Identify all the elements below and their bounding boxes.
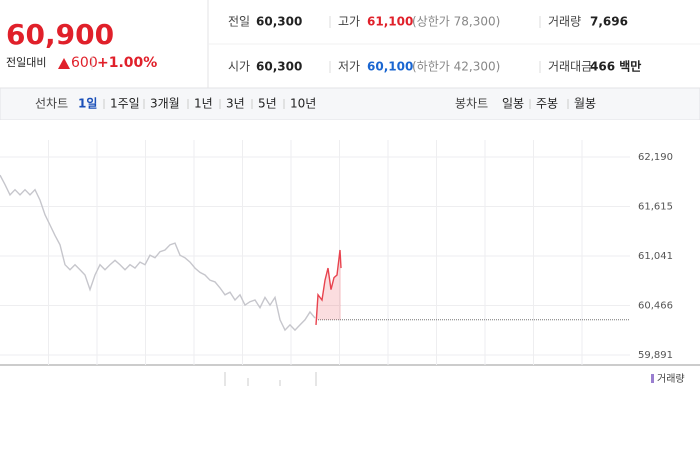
candle-tab[interactable]: 주봉: [536, 97, 558, 111]
legend-swatch: [651, 374, 654, 383]
info-label: 고가: [338, 15, 360, 29]
area: [316, 250, 341, 325]
legend-label: 거래량: [657, 373, 685, 385]
info-label: 거래대금: [548, 60, 592, 74]
info-value: 61,100: [367, 15, 413, 29]
info-label: 전일: [228, 15, 250, 29]
period-tab[interactable]: 10년: [290, 97, 316, 111]
y-tick-label: 61,041: [638, 251, 673, 262]
info-label: 저가: [338, 60, 360, 74]
info-value: 60,300: [256, 15, 302, 29]
info-note: (하한가 42,300): [412, 60, 500, 74]
info-value: 7,696: [590, 15, 628, 29]
change: 600: [71, 55, 98, 71]
candle-tab[interactable]: 일봉: [502, 97, 524, 111]
y-tick-label: 59,891: [638, 350, 673, 361]
price-line: [315, 249, 342, 325]
y-tick-label: 61,615: [638, 202, 673, 213]
period-tab[interactable]: 1주일: [110, 97, 140, 111]
price-line: [0, 174, 316, 332]
period-tab[interactable]: 1일: [78, 97, 97, 111]
volume-ticks: [224, 372, 317, 386]
price: 60,900: [6, 18, 114, 51]
toolbar-label: 봉차트: [455, 97, 488, 111]
info-label: 거래량: [548, 15, 581, 29]
period-tab[interactable]: 1년: [194, 97, 213, 111]
info-value: 60,300: [256, 60, 302, 74]
info-note: (상한가 78,300): [412, 15, 500, 29]
change-label: 전일대비: [6, 55, 46, 69]
info-value: 60,100: [367, 60, 413, 74]
y-tick-label: 60,466: [638, 300, 673, 311]
y-tick-label: 62,190: [638, 152, 673, 163]
period-tab[interactable]: 3년: [226, 97, 245, 111]
period-tab[interactable]: 5년: [258, 97, 277, 111]
period-tab[interactable]: 3개월: [150, 97, 180, 111]
change-rate: +1.00%: [97, 55, 157, 71]
candle-tab[interactable]: 월봉: [574, 97, 596, 111]
toolbar-label: 선차트: [35, 97, 68, 111]
chart-area: [0, 120, 700, 365]
up-arrow: [58, 58, 70, 69]
info-label: 시가: [228, 60, 250, 74]
toolbar: [0, 87, 700, 121]
info-value: 466 백만: [590, 59, 641, 74]
